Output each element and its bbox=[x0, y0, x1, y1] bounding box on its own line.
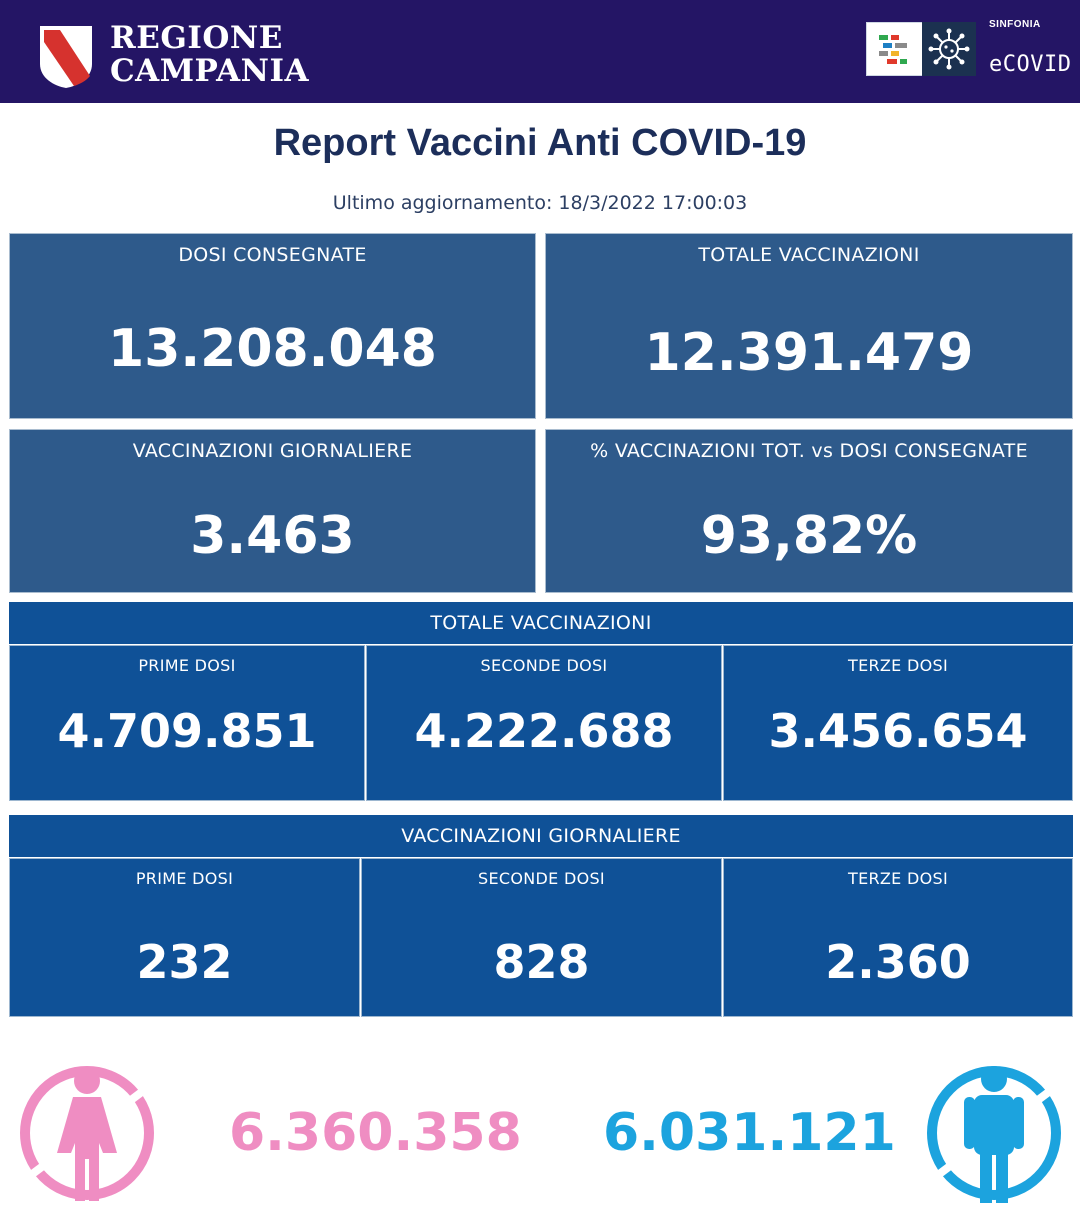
card-value: 13.208.048 bbox=[108, 319, 437, 379]
card-label: % VACCINAZIONI TOT. vs DOSI CONSEGNATE bbox=[590, 440, 1028, 462]
cell-label: PRIME DOSI bbox=[138, 656, 236, 675]
card-value: 12.391.479 bbox=[644, 323, 974, 383]
app-header: REGIONE CAMPANIA bbox=[0, 0, 1080, 103]
giornaliere-seconde-dosi: SECONDE DOSI 828 bbox=[361, 858, 722, 1017]
brand-line-1: REGIONE bbox=[110, 20, 283, 56]
cell-value: 828 bbox=[493, 935, 590, 989]
cell-value: 232 bbox=[136, 935, 233, 989]
page-title: Report Vaccini Anti COVID-19 bbox=[273, 122, 807, 164]
cell-label: TERZE DOSI bbox=[848, 869, 948, 888]
partner-name: eCOVID bbox=[989, 52, 1072, 77]
campania-crest-icon bbox=[40, 26, 92, 88]
giornaliere-prime-dosi: PRIME DOSI 232 bbox=[9, 858, 360, 1017]
brand-name: REGIONE CAMPANIA bbox=[110, 22, 309, 88]
card-dosi-consegnate: DOSI CONSEGNATE 13.208.048 bbox=[9, 233, 536, 419]
totale-seconde-dosi: SECONDE DOSI 4.222.688 bbox=[366, 645, 722, 801]
cell-label: SECONDE DOSI bbox=[480, 656, 608, 675]
card-label: TOTALE VACCINAZIONI bbox=[698, 244, 920, 266]
female-person-icon bbox=[20, 1066, 154, 1201]
totale-panel-heading: TOTALE VACCINAZIONI bbox=[9, 602, 1073, 644]
card-percentuale: % VACCINAZIONI TOT. vs DOSI CONSEGNATE 9… bbox=[545, 429, 1073, 593]
cell-value: 4.222.688 bbox=[414, 704, 674, 758]
cell-label: PRIME DOSI bbox=[135, 869, 234, 888]
cell-label: TERZE DOSI bbox=[848, 656, 948, 675]
cell-label: SECONDE DOSI bbox=[478, 869, 605, 888]
card-label: VACCINAZIONI GIORNALIERE bbox=[132, 440, 413, 462]
totale-terze-dosi: TERZE DOSI 3.456.654 bbox=[723, 645, 1073, 801]
giornaliere-panel-heading: VACCINAZIONI GIORNALIERE bbox=[9, 815, 1073, 857]
cell-value: 4.709.851 bbox=[57, 704, 317, 758]
totale-prime-dosi: PRIME DOSI 4.709.851 bbox=[9, 645, 365, 801]
cell-value: 2.360 bbox=[825, 935, 971, 989]
card-totale-vaccinazioni: TOTALE VACCINAZIONI 12.391.479 bbox=[545, 233, 1073, 419]
female-total: 6.360.358 bbox=[229, 1103, 522, 1163]
male-person-icon bbox=[927, 1066, 1061, 1203]
card-value: 3.463 bbox=[190, 506, 355, 566]
card-vaccinazioni-giornaliere: VACCINAZIONI GIORNALIERE 3.463 bbox=[9, 429, 536, 593]
last-update: Ultimo aggiornamento: 18/3/2022 17:00:03 bbox=[332, 192, 748, 214]
card-label: DOSI CONSEGNATE bbox=[178, 244, 367, 266]
giornaliere-terze-dosi: TERZE DOSI 2.360 bbox=[723, 858, 1073, 1017]
partner-small-label: SINFONIA bbox=[989, 19, 1041, 30]
male-total: 6.031.121 bbox=[603, 1103, 896, 1163]
virus-icon bbox=[922, 22, 976, 76]
cell-value: 3.456.654 bbox=[768, 704, 1028, 758]
brand-line-2: CAMPANIA bbox=[110, 53, 310, 89]
card-value: 93,82% bbox=[700, 506, 918, 566]
